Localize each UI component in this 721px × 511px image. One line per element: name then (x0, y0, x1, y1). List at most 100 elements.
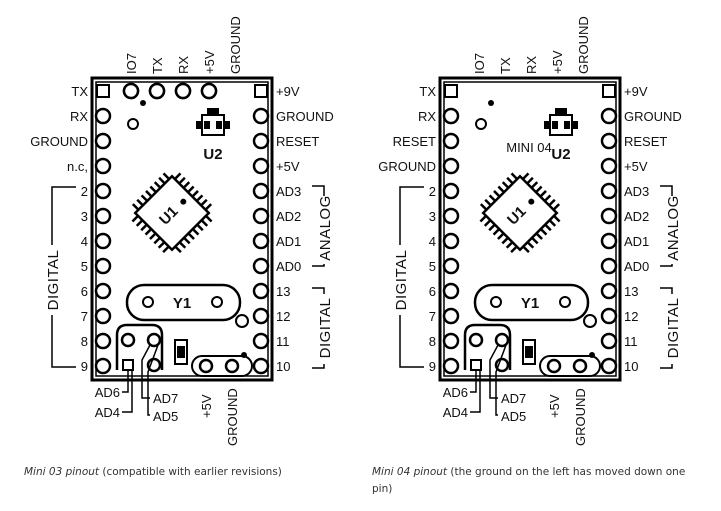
right-pin-label: RESET (276, 134, 319, 149)
top-pin-label: TX (150, 57, 165, 74)
u1-leg (162, 246, 169, 254)
top-pin-label: IO7 (472, 53, 487, 74)
left-pin-label: 3 (81, 209, 88, 224)
u1-leg (135, 220, 143, 227)
u1-leg (535, 185, 543, 193)
via (475, 118, 487, 130)
left-pin-label: 2 (429, 184, 436, 199)
right-pin-label: +5V (276, 159, 300, 174)
y1-label: Y1 (521, 295, 539, 312)
u1-leg (183, 181, 191, 189)
u1-leg (505, 241, 513, 249)
square-pad (122, 359, 134, 371)
u1-leg (523, 246, 530, 254)
left-pin-label: GROUND (378, 159, 436, 174)
caption-mini-04: Mini 04 pinout (the ground on the left h… (372, 464, 702, 498)
y1-body (125, 283, 242, 322)
bottom-pin-label: AD5 (501, 409, 526, 424)
right-pin-label: AD3 (624, 184, 649, 199)
board-name-label: MINI 04 (506, 140, 552, 155)
pad (442, 307, 460, 325)
right-pin-label: AD2 (276, 209, 301, 224)
u1-leg (179, 241, 187, 249)
pad (198, 358, 214, 374)
left-pin-label: TX (71, 84, 88, 99)
pad (572, 358, 588, 374)
pad (148, 82, 166, 100)
u1-leg (493, 190, 500, 197)
pad (120, 332, 136, 348)
pad (174, 82, 192, 100)
right-pin-label: 11 (624, 334, 638, 349)
u1-leg (549, 220, 557, 227)
top-pin-label: GROUND (228, 16, 243, 74)
u1-leg (506, 176, 513, 184)
right-pin-label: AD0 (276, 259, 301, 274)
pad (442, 332, 460, 350)
top-pin-label: TX (498, 57, 513, 74)
top-pin-label: +5V (202, 50, 217, 74)
pad (252, 182, 270, 200)
pad (468, 332, 484, 348)
u1-leg (200, 198, 208, 206)
bottom-power-label: GROUND (225, 388, 240, 446)
u1-leg (140, 224, 148, 232)
right-pin-label: 11 (276, 334, 290, 349)
left-pin-label: 5 (429, 259, 436, 274)
u1-leg (140, 194, 148, 202)
bottom-pin-label: AD7 (153, 391, 178, 406)
pad (252, 232, 270, 250)
top-pin-label: +5V (550, 50, 565, 74)
left-pin-label: 6 (429, 284, 436, 299)
u1-leg (196, 194, 204, 202)
u2-label: U2 (551, 146, 570, 163)
bracket-gap (42, 245, 62, 315)
right-pin-label: +5V (624, 159, 648, 174)
u2-leg (572, 121, 578, 129)
pad (252, 257, 270, 275)
u1-leg (531, 237, 539, 245)
u1-leg (479, 203, 487, 210)
leader-line (122, 370, 129, 393)
u1-leg (522, 172, 530, 180)
caption-mini-03-title: Mini 03 pinout (24, 466, 100, 478)
u1-chip (131, 172, 213, 254)
square-pad (444, 84, 458, 98)
u2-leg (564, 121, 570, 129)
bracket-gap (664, 294, 682, 364)
u1-leg (192, 228, 200, 236)
right-pin-label: 12 (276, 309, 290, 324)
u2-leg (204, 121, 210, 129)
bottom-power-label: +5V (199, 394, 214, 418)
u1-leg (175, 246, 182, 254)
pad (442, 257, 460, 275)
u1-body (133, 174, 211, 252)
right-pin-label: RESET (624, 134, 667, 149)
left-pin-label: 2 (81, 184, 88, 199)
power-header-outline (539, 355, 601, 377)
u1-leg (144, 228, 152, 236)
right-pin-label: AD3 (276, 184, 301, 199)
leader-line (495, 344, 507, 416)
pad (94, 307, 112, 325)
pad (94, 157, 112, 175)
y1-body (473, 283, 590, 322)
top-pin-label: IO7 (124, 53, 139, 74)
y1-pad (142, 296, 154, 308)
right-pin-label: AD2 (624, 209, 649, 224)
u1-leg (527, 241, 535, 249)
pad (442, 232, 460, 250)
u1-leg (205, 215, 213, 223)
digital-left-label: DIGITAL (393, 250, 410, 311)
left-pin-label: 9 (81, 359, 88, 374)
bracket-gap (664, 196, 682, 264)
u1-leg (158, 176, 165, 184)
caption-mini-03-text: (compatible with earlier revisions) (99, 466, 282, 478)
bracket-gap (316, 196, 334, 264)
left-pin-label: 5 (81, 259, 88, 274)
marker-dot (140, 100, 146, 106)
u1-leg (553, 203, 561, 210)
u1-leg (149, 233, 156, 240)
right-pin-label: +9V (276, 84, 300, 99)
